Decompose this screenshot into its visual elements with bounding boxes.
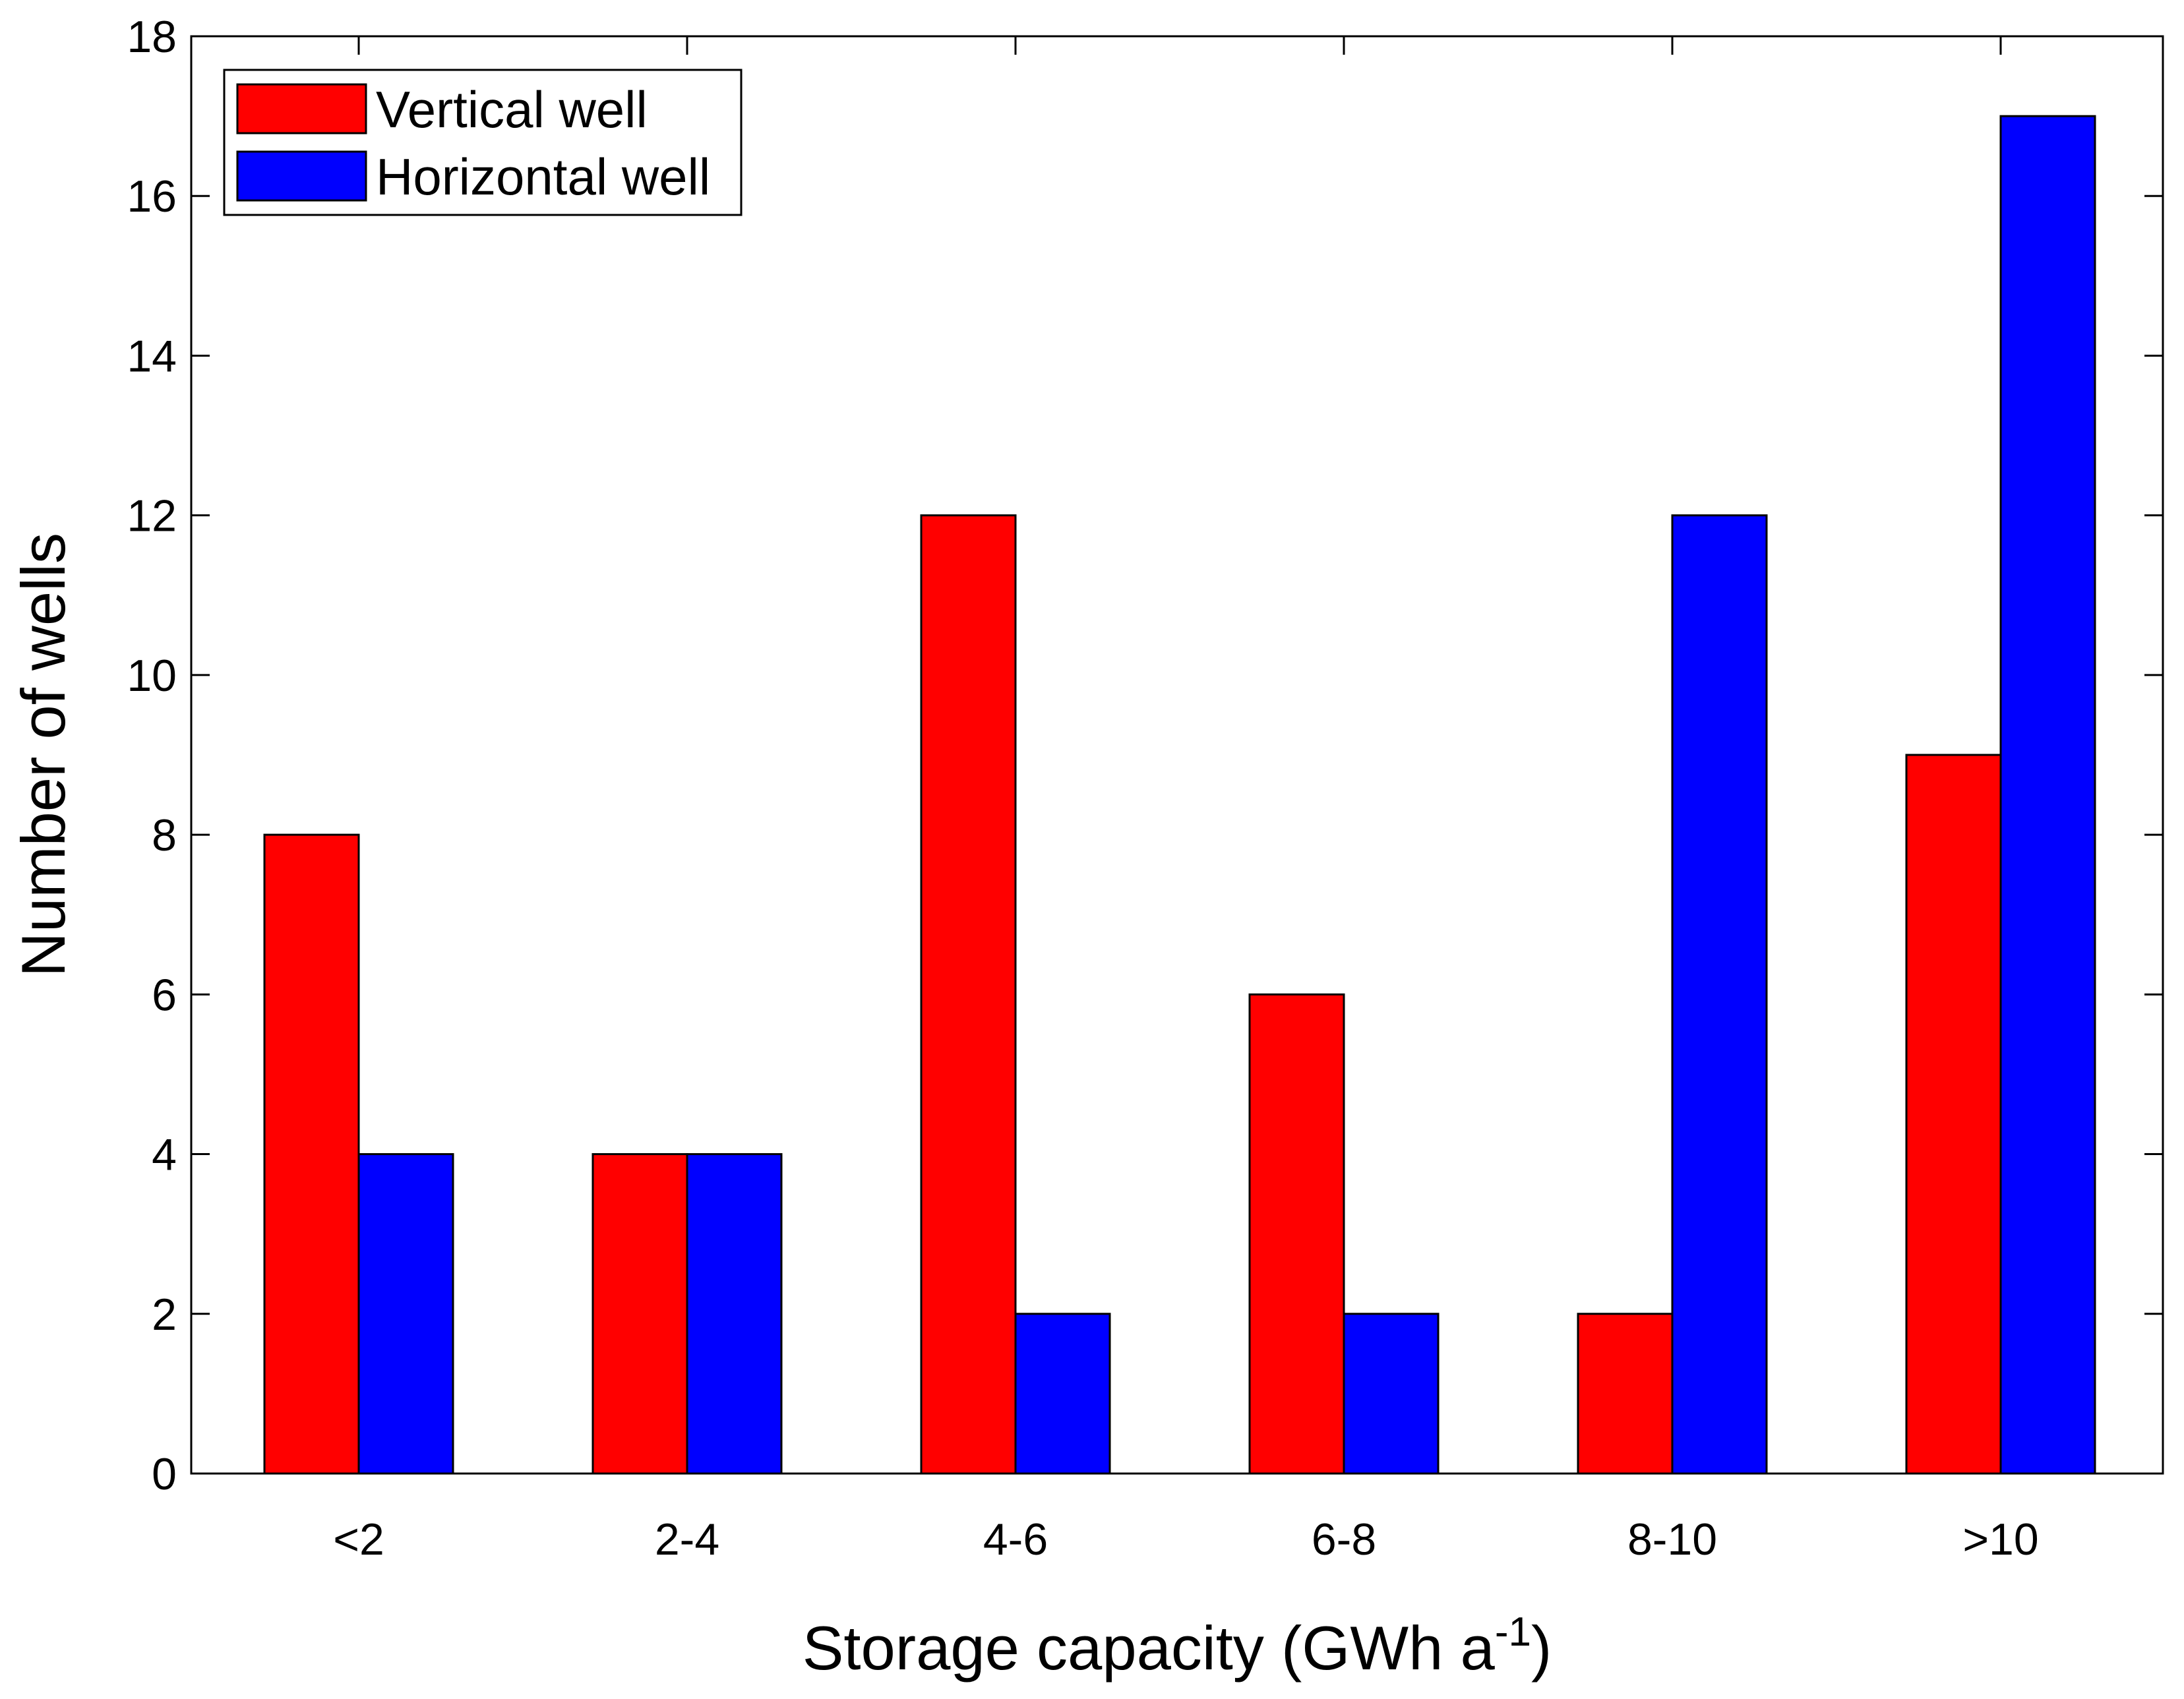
y-tick-label: 18 [127,12,177,62]
y-tick-label: 2 [152,1290,177,1340]
plot-frame [190,35,2164,1475]
bar-vertical-well-5 [1905,754,2002,1475]
x-tick-label: <2 [333,1514,384,1565]
bar-horizontal-well-4 [1671,514,1768,1475]
x-tick-label: 2-4 [655,1514,719,1565]
legend-label-vertical: Vertical well [376,80,648,138]
x-tick-label: 4-6 [983,1514,1048,1565]
y-tick-label: 14 [127,331,177,381]
x-tick-label: >10 [1962,1514,2038,1565]
y-tick-label: 0 [152,1449,177,1499]
x-tick-label: 6-8 [1312,1514,1376,1565]
y-axis-title: Number of wells [9,533,78,977]
bar-vertical-well-1 [592,1153,688,1475]
legend-label-horizontal: Horizontal well [376,148,710,206]
x-axis-title-main: Storage capacity (GWh a [803,1613,1496,1683]
x-tick-label: 8-10 [1627,1514,1717,1565]
y-axis: 0 2 4 6 8 10 12 14 16 18 [127,12,2163,1499]
y-tick-label: 12 [127,491,177,541]
bar-group [263,115,2096,1475]
x-axis-title-superscript: -1 [1495,1609,1531,1655]
bar-horizontal-well-1 [686,1153,783,1475]
legend: Vertical well Horizontal well [223,69,743,216]
bar-vertical-well-3 [1248,993,1345,1475]
y-tick-label: 4 [152,1130,177,1180]
bar-horizontal-well-0 [357,1153,454,1475]
x-axis-title-suffix: ) [1531,1613,1552,1683]
bar-horizontal-well-3 [1343,1313,1440,1475]
y-tick-label: 16 [127,171,177,222]
legend-swatch-vertical [236,83,367,134]
y-tick-label: 8 [152,810,177,860]
x-axis: <2 2-4 4-6 6-8 8-10 >10 [333,36,2039,1565]
x-axis-title: Storage capacity (GWh a-1) [803,1609,1552,1683]
y-tick-label: 10 [127,651,177,701]
legend-swatch-horizontal [236,150,367,202]
bar-vertical-well-2 [920,514,1017,1475]
bar-horizontal-well-5 [1999,115,2096,1475]
bar-vertical-well-4 [1577,1313,1674,1475]
bar-vertical-well-0 [263,833,360,1475]
y-tick-label: 6 [152,970,177,1020]
bar-horizontal-well-2 [1014,1313,1111,1475]
